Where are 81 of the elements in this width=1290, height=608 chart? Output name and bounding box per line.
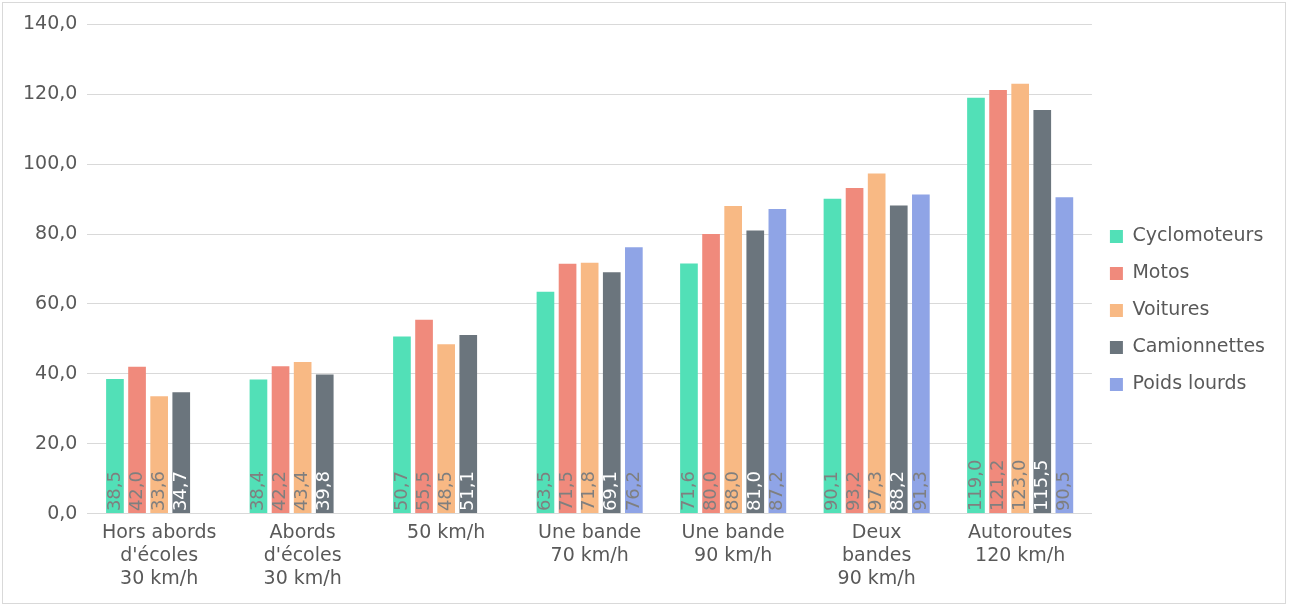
- x-tick-label: Autoroutes 120 km/h: [968, 519, 1073, 565]
- bar: [459, 335, 478, 514]
- data-label: 90,5: [1052, 471, 1074, 512]
- data-label: 115,5: [1029, 459, 1051, 512]
- data-label: 87,2: [765, 471, 787, 512]
- data-label: 39,8: [312, 471, 334, 512]
- y-tick-label: 140,0: [22, 11, 78, 34]
- legend-label: Poids lourds: [1132, 371, 1247, 394]
- data-label: 91,3: [908, 471, 930, 512]
- data-label: 63,5: [533, 471, 555, 512]
- bar: [150, 396, 168, 514]
- x-tick-label: Hors abords d'écoles 30 km/h: [101, 519, 217, 588]
- bar: [967, 97, 985, 514]
- data-label: 81,0: [742, 471, 764, 512]
- bar: [415, 319, 433, 514]
- data-label: 55,5: [411, 471, 433, 512]
- data-label: 71,5: [555, 471, 577, 512]
- data-label: 71,8: [577, 471, 599, 512]
- data-label: 93,2: [842, 471, 864, 512]
- bar: [989, 90, 1007, 514]
- x-tick-label: Abords d'écoles 30 km/h: [263, 519, 342, 588]
- bar: [702, 234, 720, 514]
- data-label: 42,2: [268, 471, 290, 512]
- data-label: 38,4: [246, 471, 268, 512]
- data-label: 33,6: [146, 471, 168, 512]
- legend-label: Voitures: [1132, 297, 1210, 320]
- bar: [437, 344, 455, 514]
- bar: [823, 198, 842, 514]
- y-tick-label: 100,0: [22, 151, 78, 174]
- bar: [625, 247, 643, 514]
- bar: [393, 336, 411, 514]
- bar: [845, 187, 864, 514]
- bar: [1055, 197, 1074, 514]
- data-label: 88,2: [886, 471, 908, 512]
- data-label: 76,2: [621, 471, 643, 512]
- bar: [128, 366, 146, 514]
- bar: [867, 173, 886, 514]
- y-tick-label: 0,0: [47, 500, 78, 523]
- bar: [1033, 110, 1052, 514]
- data-label: 71,6: [676, 471, 698, 512]
- data-label: 119,0: [963, 459, 985, 512]
- bar: [580, 262, 599, 514]
- bar: [724, 206, 742, 514]
- bar: [912, 194, 930, 514]
- data-label: 48,5: [433, 471, 455, 512]
- data-label: 42,0: [124, 471, 146, 512]
- legend-label: Camionnettes: [1132, 334, 1266, 357]
- data-label: 51,1: [455, 471, 477, 512]
- x-tick-label: 50 km/h: [407, 519, 486, 542]
- data-label: 69,1: [599, 471, 621, 512]
- data-label: 38,5: [102, 471, 124, 512]
- bar: [889, 205, 908, 514]
- bar: [106, 379, 124, 514]
- bar: [315, 374, 334, 514]
- bar: [680, 263, 698, 514]
- data-label: 88,0: [720, 471, 742, 512]
- data-label: 50,7: [389, 471, 411, 512]
- bar: [746, 230, 765, 514]
- legend-label: Motos: [1132, 260, 1190, 283]
- y-tick-label: 60,0: [35, 290, 78, 313]
- x-tick-label: Deux bandes 90 km/h: [837, 519, 916, 588]
- data-label: 90,1: [820, 471, 842, 512]
- bar: [768, 208, 787, 514]
- bar: [536, 291, 555, 514]
- data-label: 34,7: [168, 471, 190, 512]
- y-tick-label: 20,0: [35, 430, 78, 453]
- y-tick-label: 40,0: [35, 360, 78, 383]
- y-tick-label: 80,0: [35, 220, 78, 243]
- bar: [1011, 83, 1030, 514]
- y-tick-label: 120,0: [22, 81, 78, 104]
- bar: [172, 392, 191, 514]
- data-label: 80,0: [698, 471, 720, 512]
- x-tick-label: Une bande 70 km/h: [538, 519, 642, 565]
- bar: [558, 263, 577, 514]
- data-label: 43,4: [290, 471, 312, 512]
- data-label: 97,3: [864, 471, 886, 512]
- bar: [602, 272, 621, 514]
- legend-label: Cyclomoteurs: [1132, 223, 1264, 246]
- data-label: 121,2: [985, 459, 1007, 512]
- data-label: 123,0: [1007, 459, 1029, 512]
- x-tick-label: Une bande 90 km/h: [681, 519, 785, 565]
